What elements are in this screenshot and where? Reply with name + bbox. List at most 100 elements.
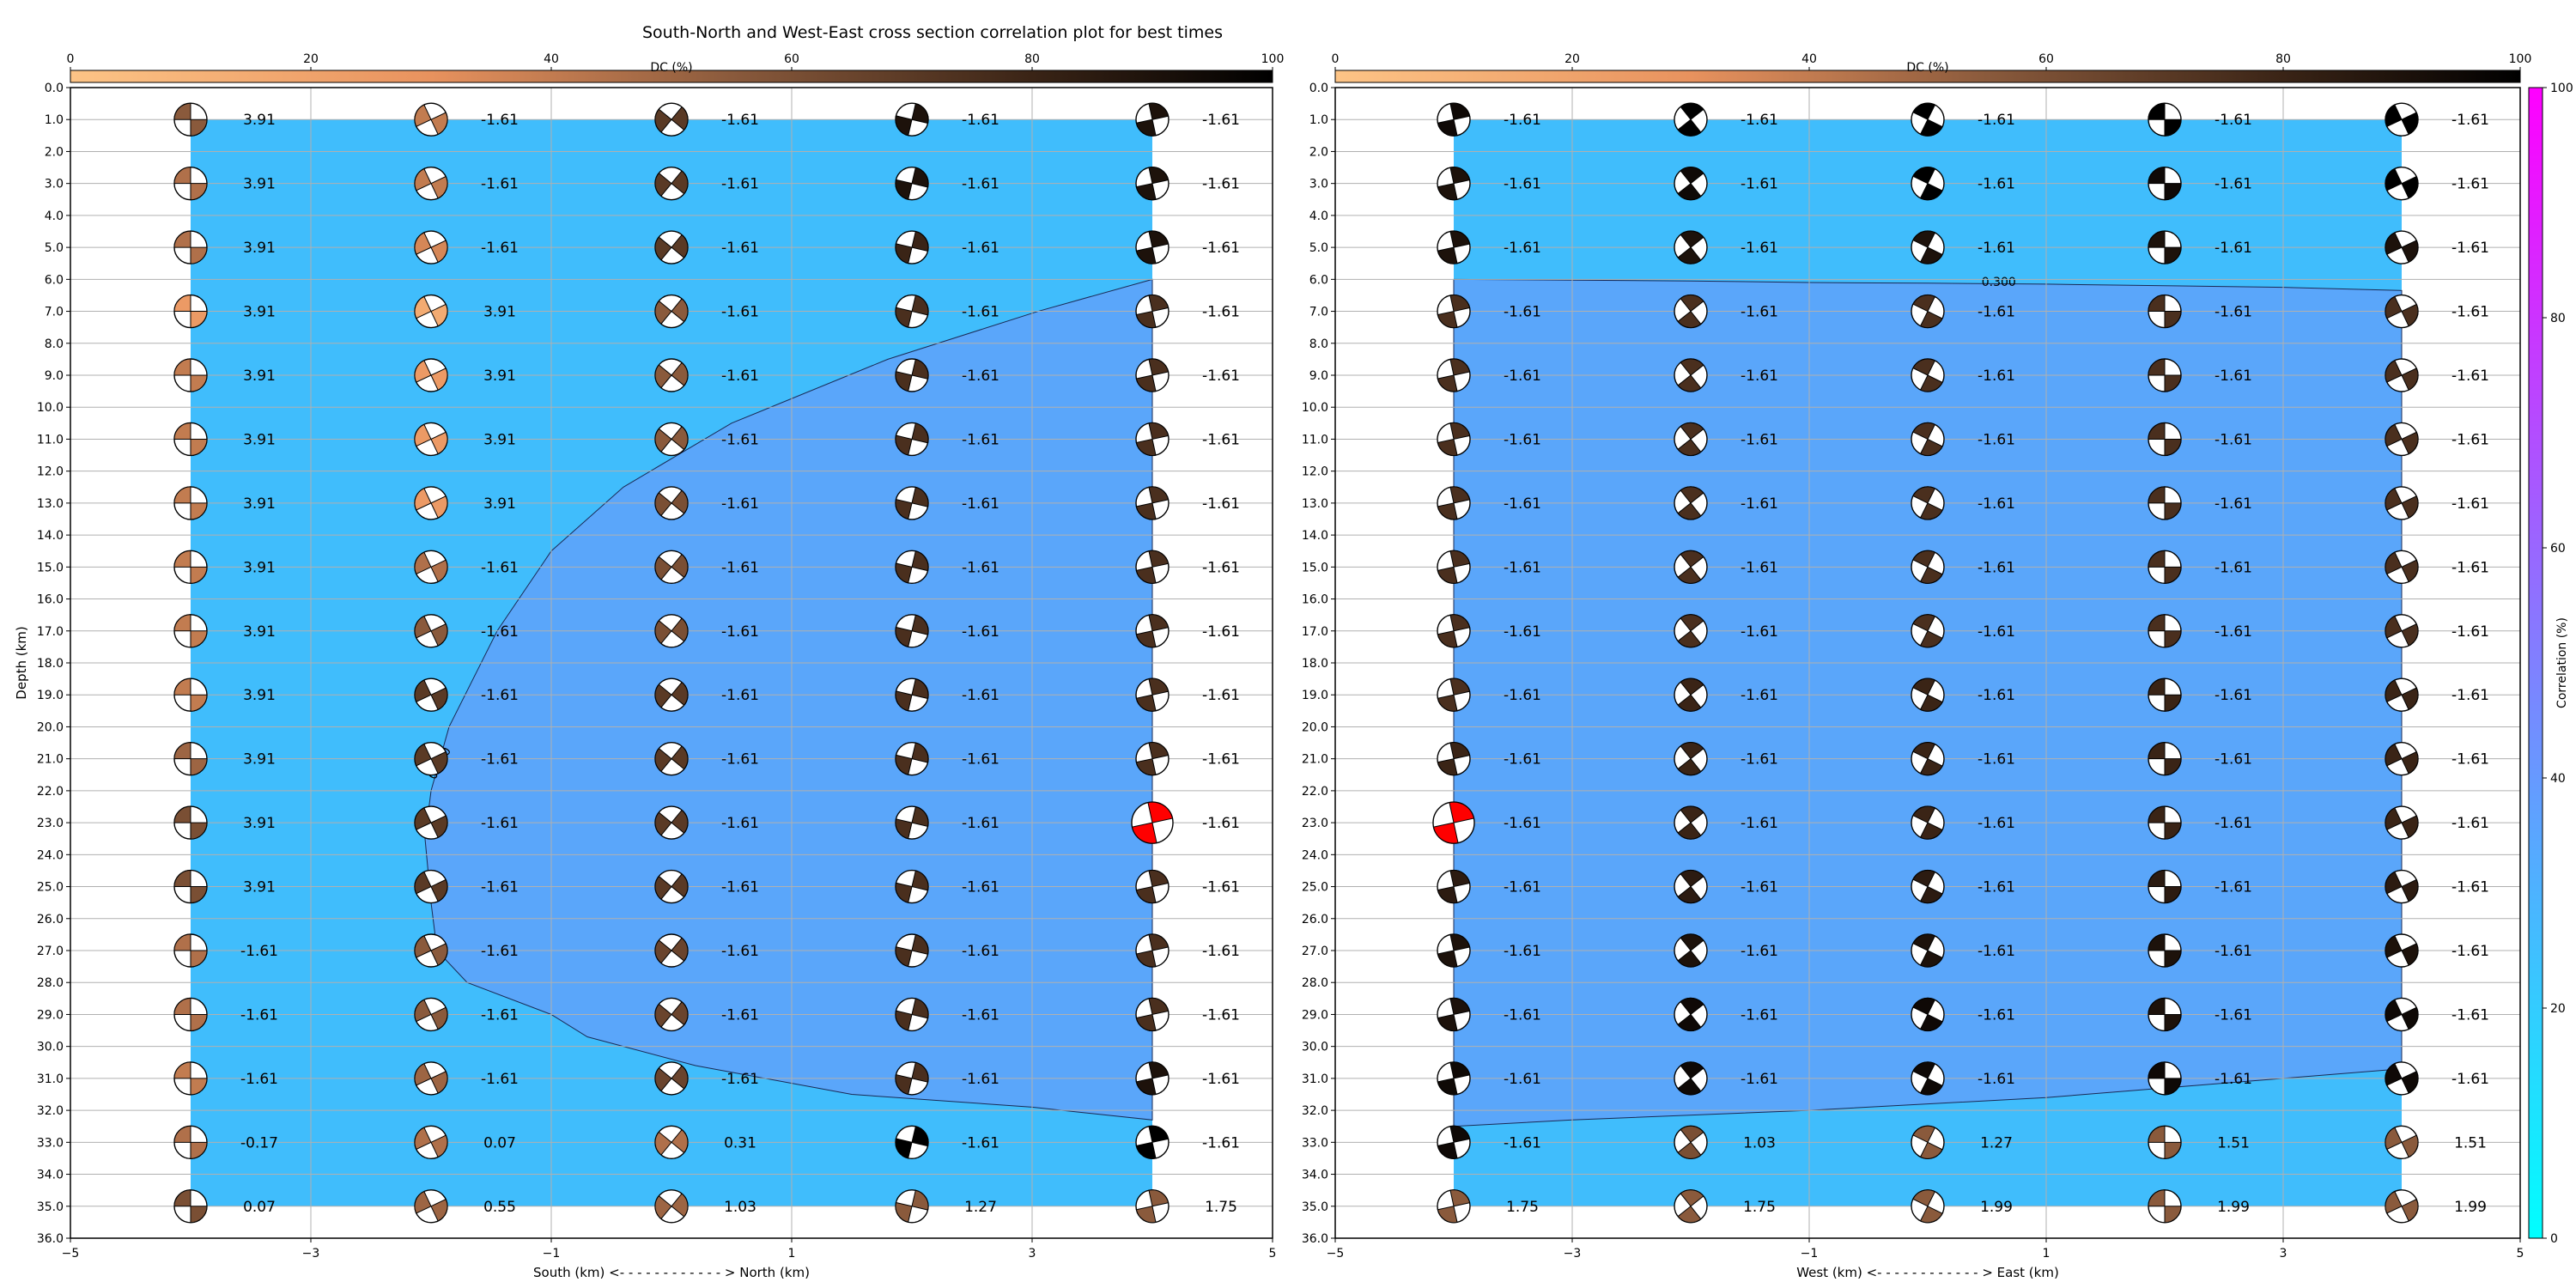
beachball-marker [2148, 166, 2182, 201]
beachball-value-label: 3.91 [243, 559, 276, 576]
beachball-marker [1437, 614, 1471, 648]
beachball-value-label: -1.61 [962, 751, 999, 769]
beachball-quadrant [2385, 360, 2403, 383]
beachball-quadrant [2164, 566, 2182, 584]
beachball-marker [2385, 422, 2419, 457]
beachball-quadrant [671, 234, 689, 258]
beachball-marker [1911, 1061, 1945, 1096]
beachball-value-label: -1.61 [2451, 623, 2489, 641]
y-tick-label: 14.0 [37, 529, 64, 543]
beachball-value-label: -1.61 [962, 1071, 999, 1088]
beachball-marker [1135, 358, 1170, 392]
beachball-quadrant [1148, 933, 1170, 951]
beachball-marker [654, 1189, 689, 1224]
correlation-colorbar-label: Correlation (%) [2555, 617, 2569, 708]
beachball-value-label: -1.61 [1202, 368, 1240, 385]
beachball-marker [2148, 933, 2182, 968]
beachball-marker [1437, 486, 1471, 520]
beachball-value-label: -1.61 [962, 623, 999, 641]
y-tick-label: 7.0 [1309, 306, 1328, 319]
beachball-marker [2148, 550, 2182, 585]
beachball-quadrant [2385, 743, 2403, 767]
beachball-quadrant [671, 745, 689, 770]
beachball-quadrant [430, 1134, 448, 1158]
y-tick-label: 33.0 [1302, 1136, 1328, 1150]
beachball-value-label: -1.61 [1978, 368, 2015, 385]
beachball-quadrant [911, 486, 929, 507]
beachball-marker [2385, 102, 2419, 137]
beachball-value-label: 1.75 [1506, 1199, 1539, 1216]
y-tick-label: 18.0 [37, 657, 64, 671]
beachball-marker [414, 997, 448, 1032]
beachball-value-label: -1.61 [721, 1006, 759, 1024]
dc-colorbar-tick-label: 100 [2509, 52, 2532, 66]
beachball-value-label: -1.61 [962, 176, 999, 193]
y-tick-label: 26.0 [37, 913, 64, 927]
beachball-value-label: 3.91 [243, 304, 276, 321]
beachball-quadrant [2164, 694, 2182, 712]
beachball-value-label: -1.61 [1741, 879, 1778, 896]
y-tick-label: 4.0 [1309, 210, 1328, 223]
beachball-quadrant [895, 818, 913, 840]
beachball-value-label: -1.61 [721, 623, 759, 641]
beachball-value-label: -1.61 [1978, 1006, 2015, 1024]
beachball-value-label: -1.61 [2451, 751, 2489, 769]
beachball-marker [1911, 1125, 1945, 1160]
y-tick-label: 28.0 [37, 976, 64, 990]
beachball-quadrant [911, 1061, 929, 1083]
beachball-marker [654, 294, 689, 329]
beachball-quadrant [1135, 566, 1157, 584]
y-tick-label: 3.0 [45, 178, 64, 191]
beachball-quadrant [1680, 933, 1704, 951]
beachball-value-label: -1.61 [2451, 176, 2489, 193]
beachball-value-label: -1.61 [1202, 559, 1240, 576]
y-tick-label: 25.0 [1302, 881, 1328, 895]
beachball-quadrant [190, 1141, 208, 1159]
beachball-quadrant [1437, 438, 1458, 456]
beachball-quadrant [895, 690, 913, 712]
beachball-value-label: 3.91 [243, 240, 276, 257]
y-tick-label: 17.0 [1302, 625, 1328, 639]
beachball-value-label: -1.61 [1202, 176, 1240, 193]
beachball-quadrant [2401, 623, 2419, 647]
y-axis-label: Depth (km) [14, 626, 29, 699]
beachball-marker [2385, 614, 2419, 648]
beachball-quadrant [1677, 822, 1702, 840]
beachball-quadrant [173, 870, 191, 888]
beachball-quadrant [2148, 997, 2166, 1015]
beachball-value-label: 3.91 [243, 751, 276, 769]
beachball-marker [895, 677, 929, 712]
beachball-quadrant [2148, 358, 2166, 376]
beachball-marker [1674, 550, 1708, 585]
beachball-marker [2385, 805, 2419, 840]
beachball-quadrant [2164, 374, 2182, 392]
beachball-quadrant [190, 630, 208, 648]
beachball-marker [1432, 801, 1475, 844]
beachball-quadrant [430, 303, 448, 327]
beachball-marker [1911, 1189, 1945, 1224]
beachball-value-label: -1.61 [481, 1071, 519, 1088]
beachball-quadrant [430, 623, 448, 647]
beachball-quadrant [654, 620, 672, 645]
beachball-quadrant [430, 495, 448, 519]
beachball-value-label: -1.61 [1504, 1071, 1541, 1088]
beachball-value-label: -1.61 [1202, 1071, 1240, 1088]
beachball-quadrant [190, 1078, 208, 1096]
beachball-marker [2148, 1189, 2182, 1224]
beachball-quadrant [895, 243, 913, 264]
beachball-quadrant [1680, 486, 1704, 504]
beachball-value-label: -1.61 [721, 304, 759, 321]
beachball-quadrant [2148, 550, 2166, 568]
beachball-marker [1911, 677, 1945, 712]
beachball-quadrant [1919, 694, 1943, 712]
y-tick-label: 5.0 [1309, 241, 1328, 255]
beachball-marker [1437, 230, 1471, 264]
beachball-value-label: -1.61 [1504, 112, 1541, 129]
beachball-quadrant [1131, 822, 1157, 844]
beachball-marker [895, 1061, 929, 1096]
beachball-value-label: -1.61 [2451, 815, 2489, 832]
beachball-quadrant [2385, 232, 2403, 255]
y-tick-label: 1.0 [45, 113, 64, 127]
beachball-value-label: -1.61 [1741, 943, 1778, 960]
y-tick-label: 11.0 [37, 433, 64, 447]
